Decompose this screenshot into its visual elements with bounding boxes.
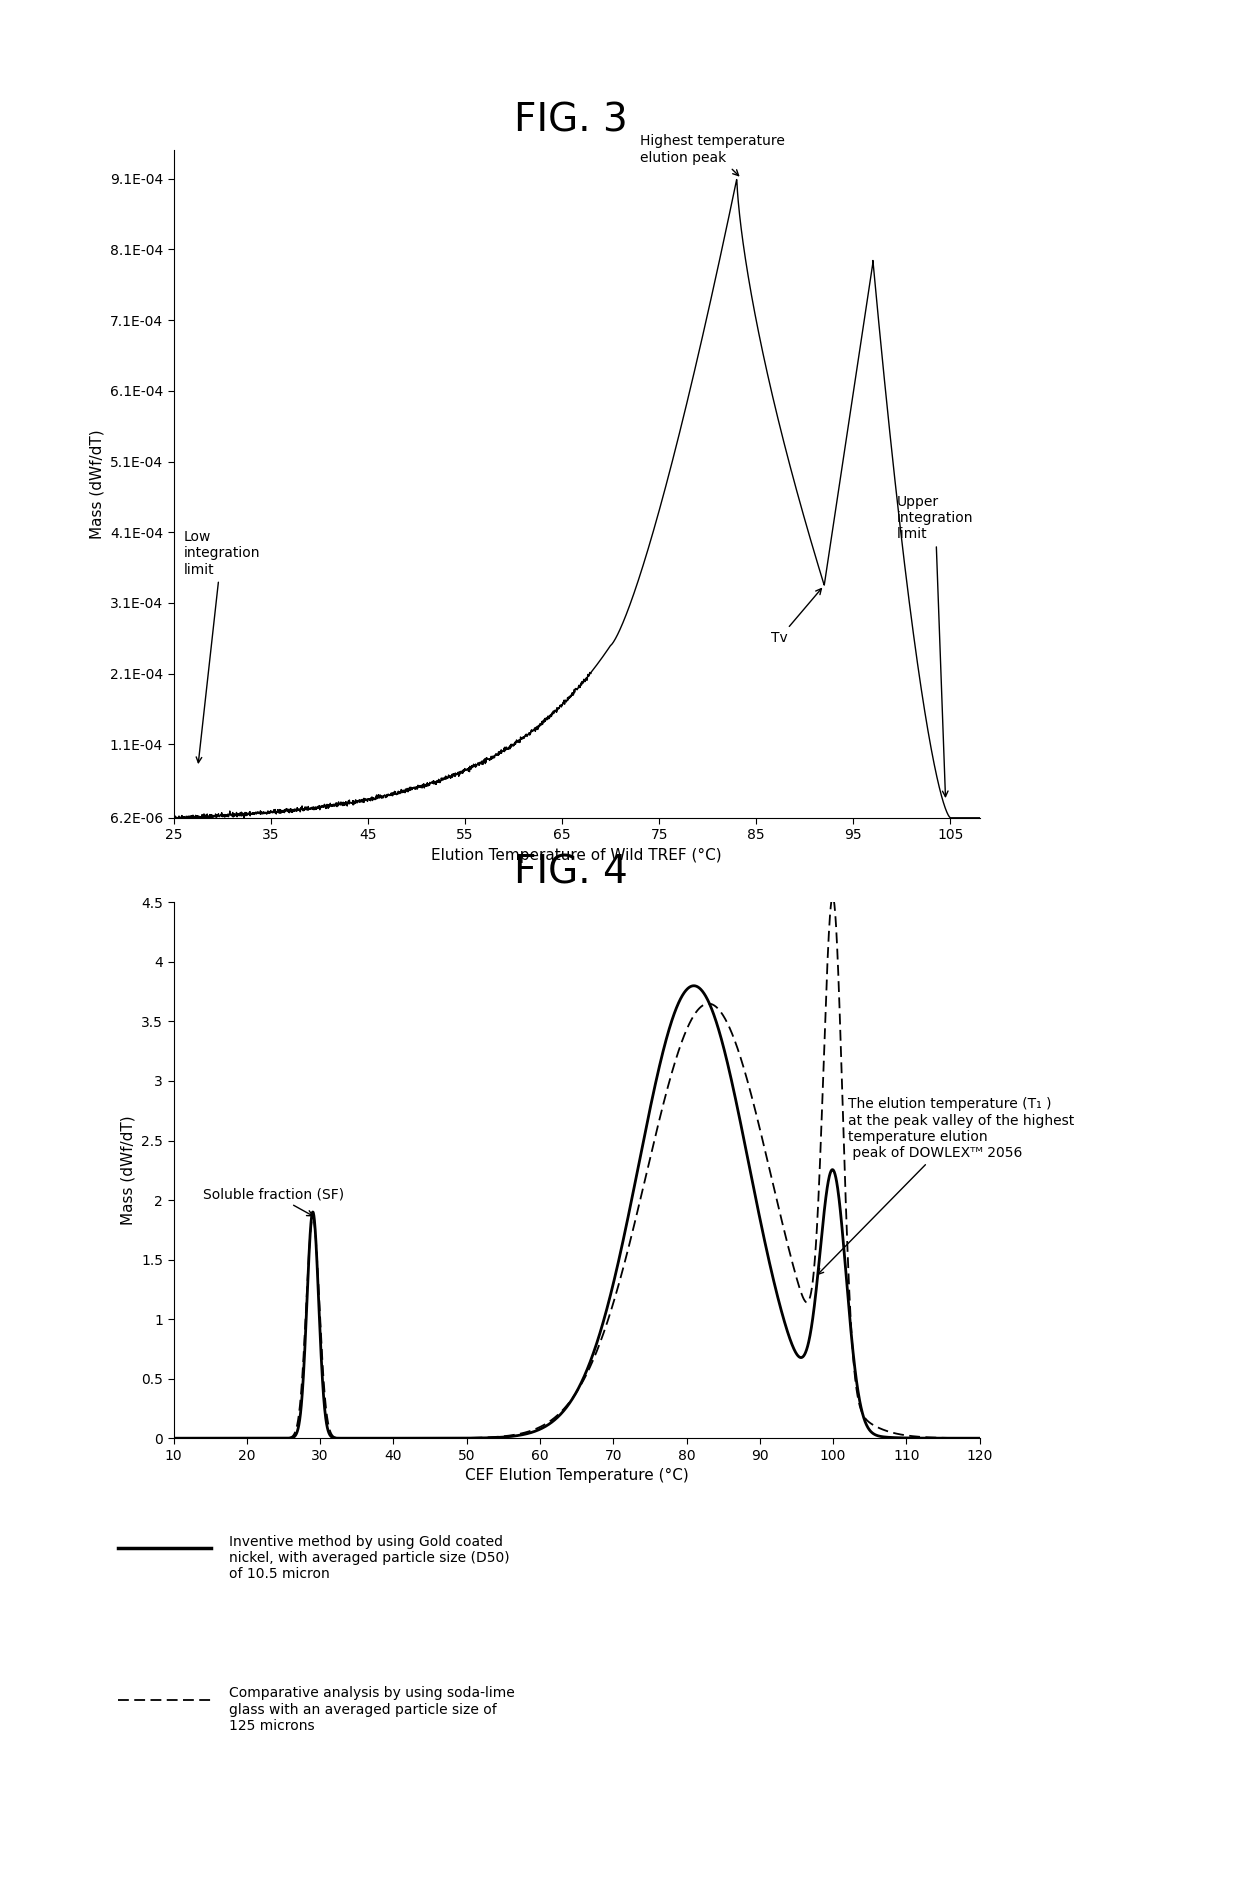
Text: Tv: Tv bbox=[771, 588, 821, 645]
Y-axis label: Mass (dWf/dT): Mass (dWf/dT) bbox=[89, 429, 104, 540]
X-axis label: Elution Temperature of Wild TREF (°C): Elution Temperature of Wild TREF (°C) bbox=[432, 848, 722, 863]
Text: Inventive method by using Gold coated
nickel, with averaged particle size (D50)
: Inventive method by using Gold coated ni… bbox=[229, 1534, 510, 1581]
Text: FIG. 4: FIG. 4 bbox=[513, 854, 627, 891]
Y-axis label: Mass (dWf/dT): Mass (dWf/dT) bbox=[120, 1115, 135, 1226]
Text: Comparative analysis by using soda-lime
glass with an averaged particle size of
: Comparative analysis by using soda-lime … bbox=[229, 1686, 515, 1733]
Text: Low
integration
limit: Low integration limit bbox=[184, 530, 260, 763]
Text: Highest temperature
elution peak: Highest temperature elution peak bbox=[640, 133, 785, 175]
Text: Upper
integration
limit: Upper integration limit bbox=[897, 494, 973, 797]
Text: Soluble fraction (SF): Soluble fraction (SF) bbox=[203, 1186, 343, 1216]
X-axis label: CEF Elution Temperature (°C): CEF Elution Temperature (°C) bbox=[465, 1468, 688, 1483]
Text: FIG. 3: FIG. 3 bbox=[513, 102, 627, 139]
Text: The elution temperature (T₁ )
at the peak valley of the highest
temperature elut: The elution temperature (T₁ ) at the pea… bbox=[817, 1098, 1074, 1275]
